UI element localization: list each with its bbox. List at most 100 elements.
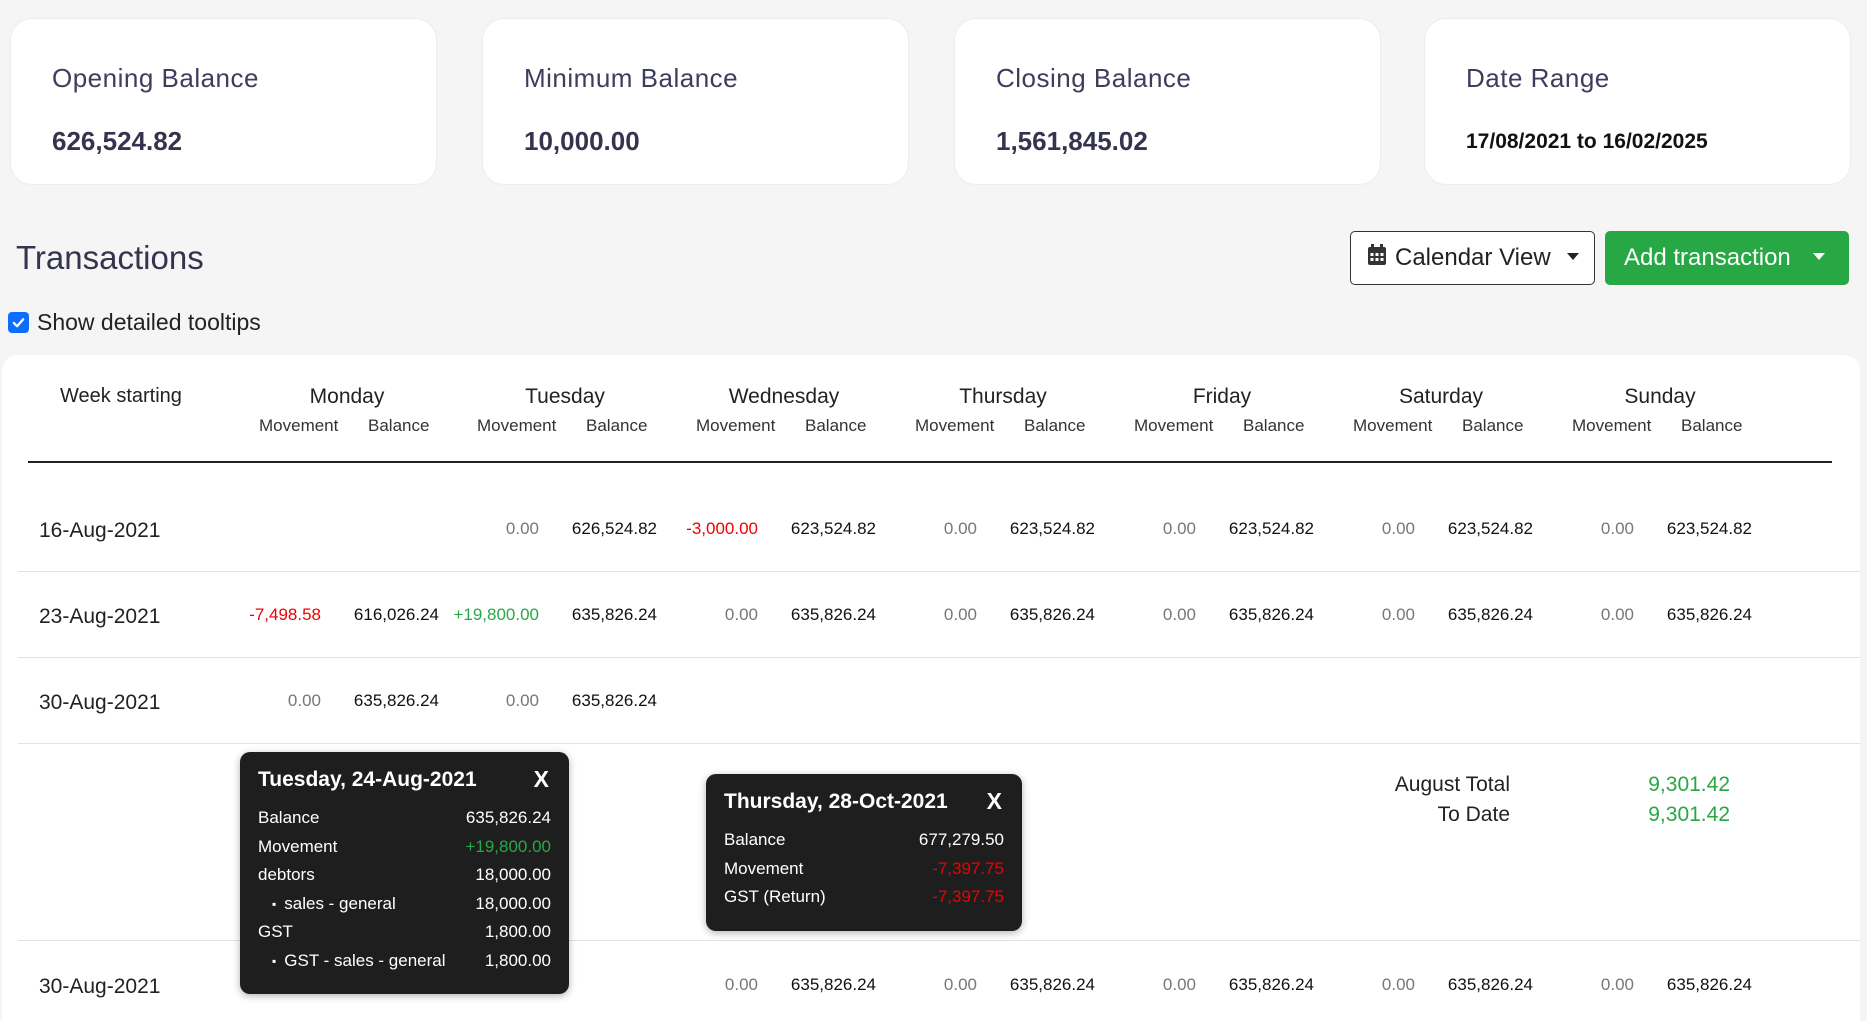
balance-value: 623,524.82: [1009, 519, 1095, 538]
tooltip-row-value: 635,826.24: [465, 808, 551, 828]
header-divider: [28, 461, 1832, 463]
tooltip-row: GST (Return) -7,397.75: [724, 883, 1004, 912]
balance-subheader: Balance: [586, 416, 648, 435]
chevron-down-icon: [1566, 252, 1579, 260]
tooltip-row-value: 18,000.00: [475, 893, 551, 913]
week-start-label: 30-Aug-2021: [39, 691, 161, 714]
tooltip-row: GST 1,800.00: [258, 918, 551, 947]
balance-value: 623,524.82: [790, 519, 876, 538]
calendar-view-label: Calendar View: [1395, 244, 1551, 271]
balance-value: 635,826.24: [1228, 605, 1314, 624]
tooltip-row-label: debtors: [258, 865, 315, 885]
calendar-icon: [1367, 243, 1387, 273]
row-divider: [18, 657, 1860, 658]
add-transaction-button[interactable]: Add transaction: [1605, 231, 1849, 285]
balance-value: 616,026.24: [353, 605, 439, 624]
month-total-value: 9,301.42: [1648, 773, 1730, 796]
balance-value: 626,524.82: [571, 519, 657, 538]
balance-value: 635,826.24: [571, 691, 657, 710]
row-divider: [18, 743, 1860, 744]
movement-value: 0.00: [1600, 605, 1634, 624]
chevron-down-icon: [1812, 252, 1825, 260]
card-value: 10,000.00: [524, 126, 640, 156]
tooltip-row-value: 1,800.00: [484, 922, 551, 942]
movement-value: 0.00: [1162, 605, 1196, 624]
transactions-title: Transactions: [16, 239, 204, 276]
tooltip-row-label: GST (Return): [724, 887, 826, 907]
movement-subheader: Movement: [696, 416, 776, 435]
date-range-card: Date Range 17/08/2021 to 16/02/2025: [1424, 18, 1851, 185]
tooltip-row-value: -7,397.75: [932, 887, 1004, 907]
day-header-monday: Monday: [309, 385, 385, 408]
balance-subheader: Balance: [1024, 416, 1086, 435]
movement-subheader: Movement: [477, 416, 557, 435]
close-tooltip-button[interactable]: X: [533, 766, 549, 792]
show-tooltips-checkbox[interactable]: [8, 312, 29, 333]
movement-value: 0.00: [1381, 975, 1415, 994]
card-label: Opening Balance: [52, 63, 259, 93]
tooltip-title: Thursday, 28-Oct-2021: [724, 790, 948, 813]
balance-value: 635,826.24: [571, 605, 657, 624]
movement-value: -3,000.00: [686, 519, 758, 538]
card-label: Date Range: [1466, 63, 1610, 93]
tooltip-row-value: 1,800.00: [484, 950, 551, 970]
movement-subheader: Movement: [1134, 416, 1214, 435]
tooltip-row: Balance 677,279.50: [724, 826, 1004, 855]
card-label: Closing Balance: [996, 63, 1192, 93]
balance-value: 635,826.24: [1447, 605, 1533, 624]
balance-value: 635,826.24: [1228, 975, 1314, 994]
movement-value: -7,498.58: [249, 605, 321, 624]
minimum-balance-card: Minimum Balance 10,000.00: [482, 18, 909, 185]
balance-value: 635,826.24: [1009, 605, 1095, 624]
week-starting-header: Week starting: [60, 385, 182, 407]
movement-value: 0.00: [943, 975, 977, 994]
tooltip-row-value: 677,279.50: [918, 830, 1004, 850]
close-tooltip-button[interactable]: X: [986, 788, 1002, 814]
movement-value: 0.00: [1381, 519, 1415, 538]
to-date-label: To Date: [1437, 803, 1510, 826]
day-header-sunday: Sunday: [1624, 385, 1696, 408]
balance-value: 635,826.24: [1666, 975, 1752, 994]
day-tooltip: Thursday, 28-Oct-2021 X Balance 677,279.5…: [706, 774, 1022, 931]
week-start-label: 16-Aug-2021: [39, 519, 161, 542]
balance-subheader: Balance: [1462, 416, 1524, 435]
balance-value: 635,826.24: [1666, 605, 1752, 624]
tooltip-row: Movement -7,397.75: [724, 855, 1004, 884]
movement-value: 0.00: [724, 975, 758, 994]
balance-subheader: Balance: [1243, 416, 1305, 435]
movement-value: 0.00: [505, 691, 539, 710]
tooltip-row: Balance 635,826.24: [258, 804, 551, 833]
day-header-tuesday: Tuesday: [525, 385, 605, 408]
tooltip-row-label: Balance: [724, 830, 786, 850]
movement-value: 0.00: [724, 605, 758, 624]
closing-balance-card: Closing Balance 1,561,845.02: [954, 18, 1381, 185]
balance-value: 623,524.82: [1447, 519, 1533, 538]
movement-value: 0.00: [1381, 605, 1415, 624]
day-header-thursday: Thursday: [959, 385, 1047, 408]
tooltip-row: sales - general 18,000.00: [258, 890, 551, 919]
row-divider: [18, 571, 1860, 572]
movement-subheader: Movement: [1572, 416, 1652, 435]
day-header-friday: Friday: [1192, 385, 1252, 408]
show-tooltips-label: Show detailed tooltips: [37, 309, 261, 335]
day-tooltip: Tuesday, 24-Aug-2021 X Balance 635,826.24…: [240, 752, 569, 994]
movement-value: 0.00: [505, 519, 539, 538]
movement-value: 0.00: [1162, 975, 1196, 994]
balance-subheader: Balance: [368, 416, 430, 435]
add-transaction-label: Add transaction: [1624, 244, 1791, 271]
balance-value: 635,826.24: [790, 605, 876, 624]
card-label: Minimum Balance: [524, 63, 739, 93]
tooltip-row-value: 18,000.00: [475, 865, 551, 885]
balance-value: 635,826.24: [353, 691, 439, 710]
tooltip-row-label: GST: [258, 922, 293, 942]
movement-subheader: Movement: [1353, 416, 1433, 435]
show-tooltips-toggle[interactable]: Show detailed tooltips: [8, 309, 261, 336]
balance-value: 623,524.82: [1228, 519, 1314, 538]
tooltip-row-label: Movement: [258, 836, 338, 856]
day-header-saturday: Saturday: [1398, 385, 1484, 408]
tooltip-row-value: +19,800.00: [465, 836, 551, 856]
calendar-view-button[interactable]: Calendar View: [1350, 231, 1595, 285]
tooltip-title: Tuesday, 24-Aug-2021: [258, 768, 477, 791]
balance-value: 623,524.82: [1666, 519, 1752, 538]
month-total-label: August Total: [1394, 773, 1510, 796]
